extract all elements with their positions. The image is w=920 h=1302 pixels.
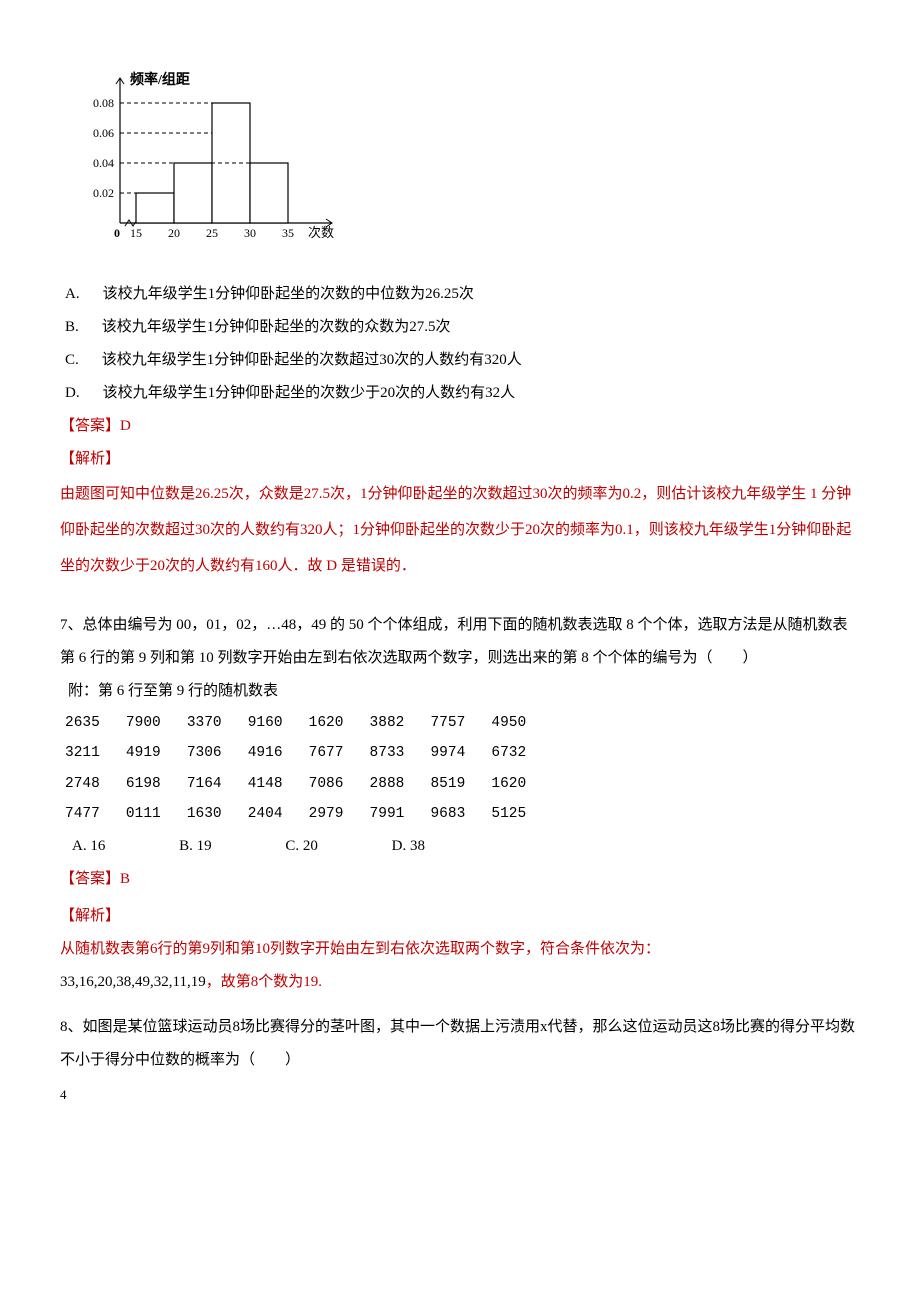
q7-analysis-seq: 33,16,20,38,49,32,11,19 (60, 974, 206, 990)
q7-analysis-line2: 33,16,20,38,49,32,11,19，故第8个数为19. (60, 966, 860, 999)
svg-text:频率/组距: 频率/组距 (130, 71, 190, 88)
histogram-chart: 频率/组距 0.08 0.06 0.04 0.02 0 15 20 25 30 35 次数 (70, 70, 860, 258)
q6-option-b-text: 该校九年级学生1分钟仰卧起坐的次数的众数为27.5次 (102, 319, 451, 335)
page-number: 4 (60, 1081, 860, 1110)
svg-text:0.02: 0.02 (93, 186, 114, 200)
svg-text:次数: 次数 (308, 225, 334, 240)
svg-text:0: 0 (114, 226, 120, 240)
q6-option-d-text: 该校九年级学生1分钟仰卧起坐的次数少于20次的人数约有32人 (103, 385, 516, 401)
q6-analysis-text: 由题图可知中位数是26.25次，众数是27.5次，1分钟仰卧起坐的次数超过30次… (60, 476, 860, 584)
q7-stem: 7、总体由编号为 00，01，02，…48，49 的 50 个个体组成，利用下面… (60, 609, 860, 675)
answer-value: D (120, 418, 131, 434)
q6-answer: 【答案】D (60, 410, 860, 443)
q7-analysis-tail: ，故第8个数为19. (206, 974, 322, 990)
q7-analysis-line1: 从随机数表第6行的第9列和第10列数字开始由左到右依次选取两个数字，符合条件依次… (60, 933, 860, 966)
answer-label: 【答案】 (60, 418, 120, 434)
q6-option-c: C. 该校九年级学生1分钟仰卧起坐的次数超过30次的人数约有320人 (65, 344, 860, 377)
q6-analysis-label: 【解析】 (60, 443, 860, 476)
q7-option-a: A. 16 (72, 830, 105, 863)
random-number-table: 2635 7900 3370 9160 1620 3882 7757 4950 … (65, 708, 860, 830)
q7-options: A. 16 B. 19 C. 20 D. 38 (72, 830, 860, 863)
svg-text:15: 15 (130, 226, 142, 240)
answer-label: 【答案】 (60, 871, 120, 887)
svg-text:0.06: 0.06 (93, 126, 114, 140)
q7-answer: 【答案】B (60, 863, 860, 896)
q6-option-a: A. 该校九年级学生1分钟仰卧起坐的次数的中位数为26.25次 (65, 278, 860, 311)
q7-attach: 附：第 6 行至第 9 行的随机数表 (68, 675, 860, 708)
q8-stem: 8、如图是某位篮球运动员8场比赛得分的茎叶图，其中一个数据上污渍用x代替，那么这… (60, 1011, 860, 1077)
q6-option-c-text: 该校九年级学生1分钟仰卧起坐的次数超过30次的人数约有320人 (102, 352, 522, 368)
svg-text:30: 30 (244, 226, 256, 240)
q7-option-c: C. 20 (285, 830, 318, 863)
svg-text:0.04: 0.04 (93, 156, 114, 170)
q6-option-d: D. 该校九年级学生1分钟仰卧起坐的次数少于20次的人数约有32人 (65, 377, 860, 410)
q7-option-d: D. 38 (392, 830, 425, 863)
q6-options: A. 该校九年级学生1分钟仰卧起坐的次数的中位数为26.25次 B. 该校九年级… (65, 278, 860, 410)
svg-text:20: 20 (168, 226, 180, 240)
svg-text:25: 25 (206, 226, 218, 240)
q6-option-b: B. 该校九年级学生1分钟仰卧起坐的次数的众数为27.5次 (65, 311, 860, 344)
q7-analysis-label: 【解析】 (60, 900, 860, 933)
svg-text:35: 35 (282, 226, 294, 240)
histogram-svg: 频率/组距 0.08 0.06 0.04 0.02 0 15 20 25 30 35 次数 (70, 70, 340, 245)
q7-option-b: B. 19 (179, 830, 212, 863)
answer-value: B (120, 871, 130, 887)
svg-text:0.08: 0.08 (93, 96, 114, 110)
q6-option-a-text: 该校九年级学生1分钟仰卧起坐的次数的中位数为26.25次 (103, 286, 474, 302)
